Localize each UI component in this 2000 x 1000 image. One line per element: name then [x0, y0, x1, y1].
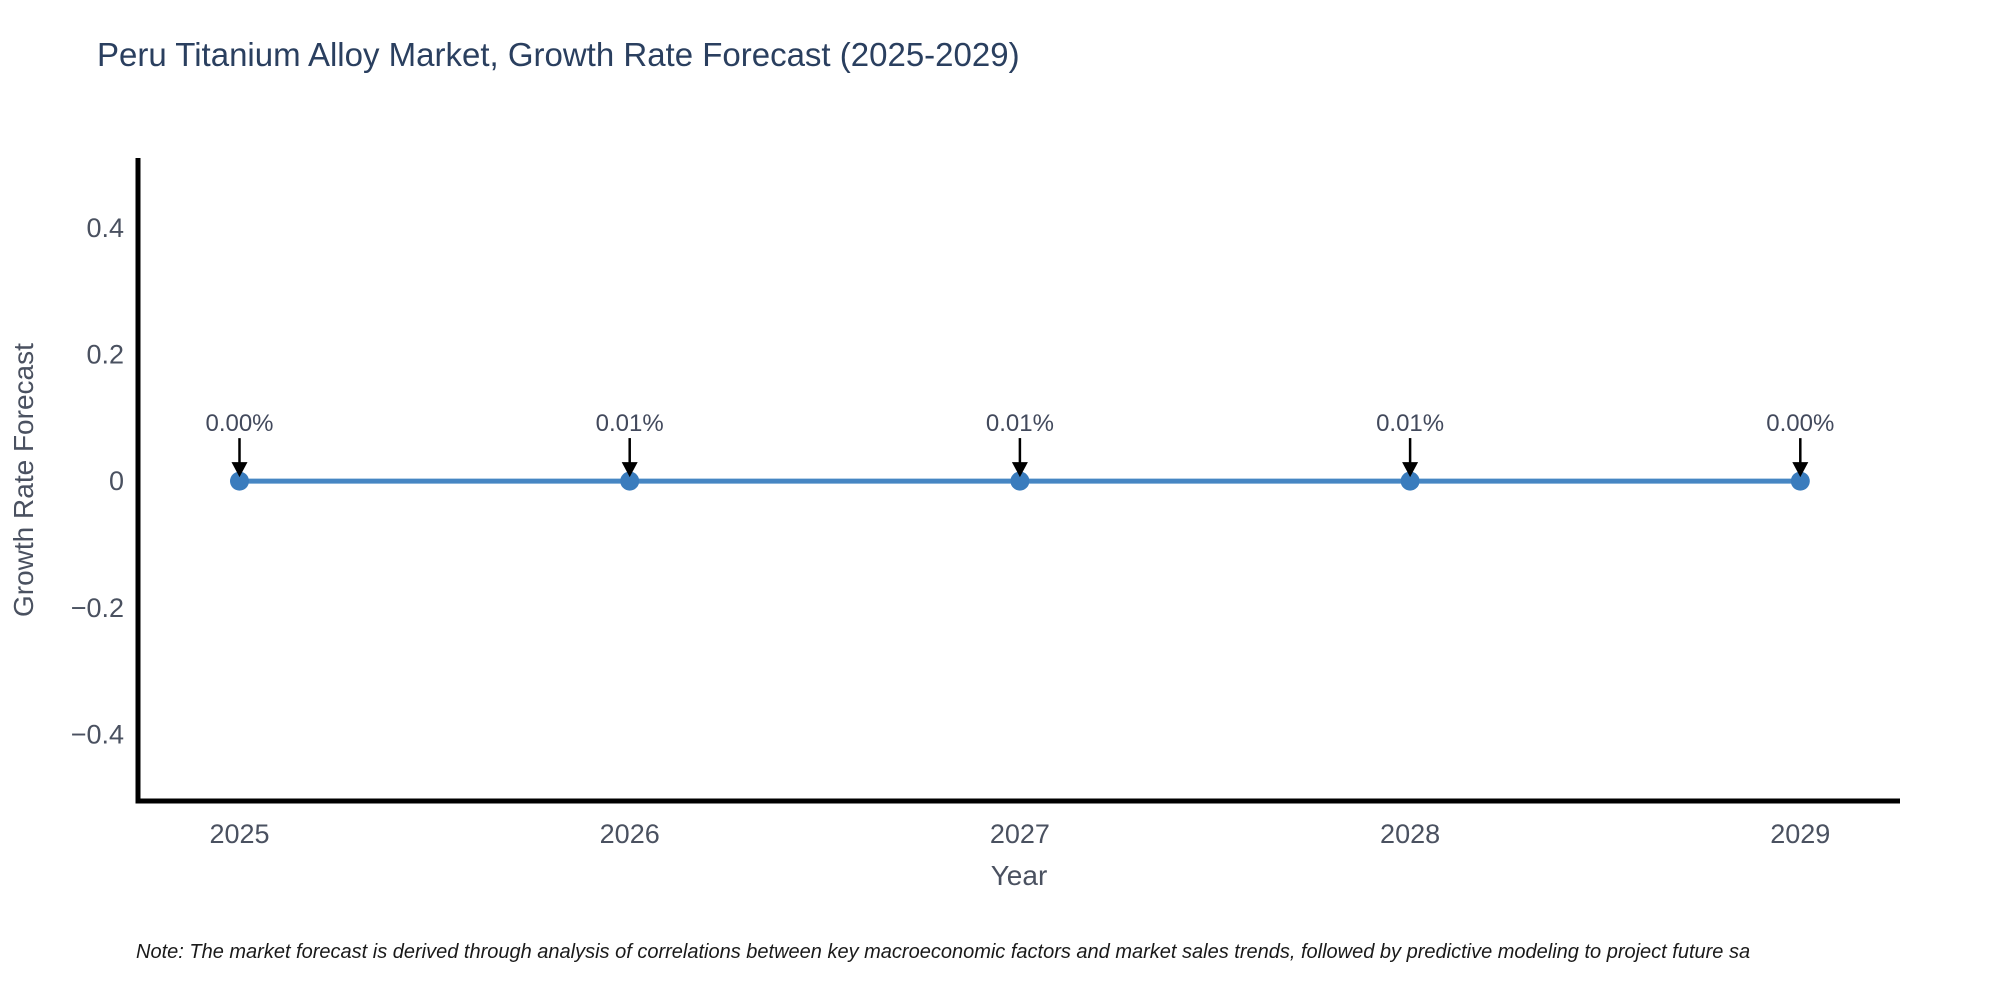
- x-tick-label: 2028: [1380, 819, 1440, 849]
- annotation-arrowhead-icon: [1402, 462, 1419, 478]
- data-point-2026[interactable]: [620, 471, 640, 491]
- annotation-arrowhead-icon: [621, 462, 638, 478]
- x-tick-label: 2025: [209, 819, 269, 849]
- data-point-2025[interactable]: [230, 471, 249, 491]
- x-tick-label: 2029: [1770, 819, 1830, 849]
- x-axis-title: Year: [990, 860, 1048, 891]
- annotation-arrowhead-icon: [231, 462, 248, 478]
- point-annotation: 0.00%: [1766, 410, 1834, 437]
- x-tick-label: 2026: [600, 819, 660, 849]
- point-annotation: 0.01%: [596, 410, 664, 437]
- y-tick-label: −0.4: [71, 719, 124, 749]
- x-tick-label: 2027: [990, 819, 1050, 849]
- chart-title: Peru Titanium Alloy Market, Growth Rate …: [97, 36, 1020, 73]
- point-annotation: 0.01%: [1376, 410, 1444, 437]
- data-point-2028[interactable]: [1400, 471, 1420, 491]
- y-tick-label: 0: [109, 466, 124, 496]
- data-point-2029[interactable]: [1790, 471, 1810, 491]
- y-tick-label: −0.2: [71, 593, 124, 623]
- annotation-arrowhead-icon: [1011, 462, 1028, 478]
- y-tick-label: 0.4: [86, 213, 124, 243]
- point-annotation: 0.01%: [986, 410, 1054, 437]
- footnote: Note: The market forecast is derived thr…: [136, 941, 1751, 963]
- y-tick-label: 0.2: [86, 339, 124, 369]
- data-point-2027[interactable]: [1010, 471, 1030, 491]
- y-axis-title: Growth Rate Forecast: [8, 343, 39, 618]
- point-annotation: 0.00%: [205, 410, 273, 437]
- annotation-arrowhead-icon: [1792, 462, 1809, 478]
